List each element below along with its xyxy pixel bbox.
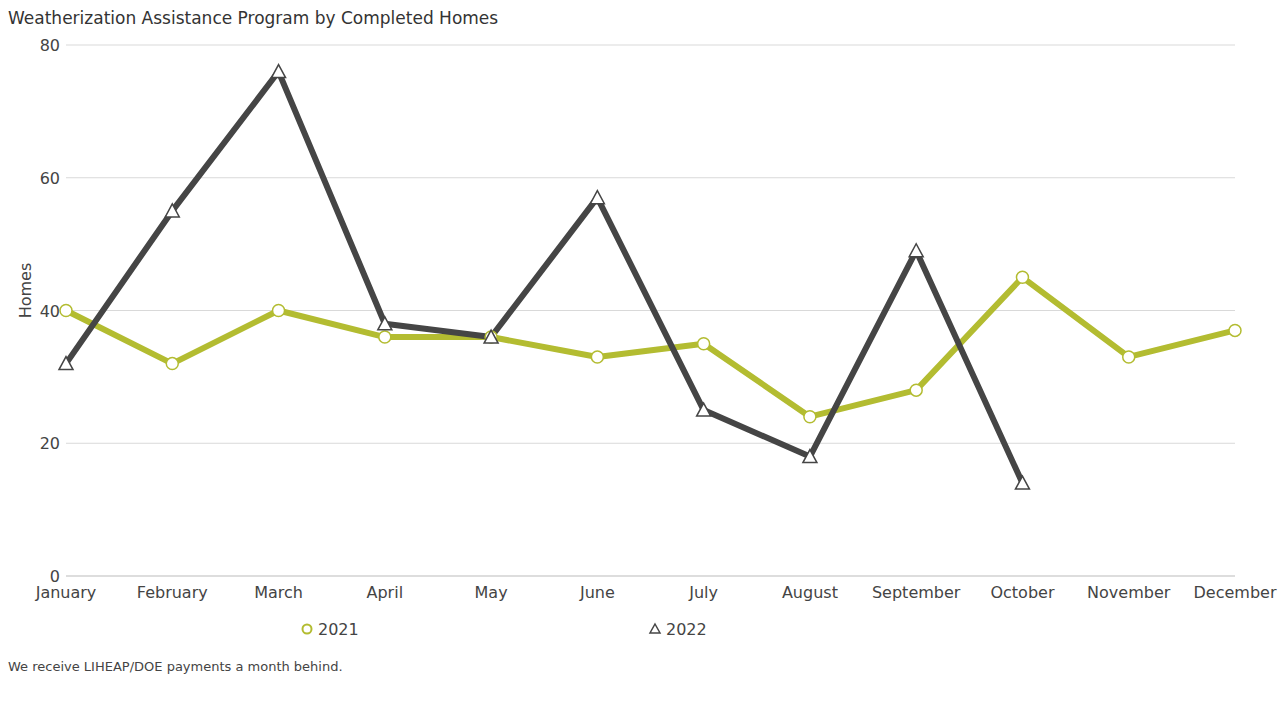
marker [591, 351, 603, 363]
marker [803, 450, 817, 463]
marker [379, 331, 391, 343]
marker [59, 357, 73, 370]
footnote: We receive LIHEAP/DOE payments a month b… [8, 659, 343, 674]
legend-label: 2021 [318, 620, 359, 639]
marker [1229, 324, 1241, 336]
marker [1123, 351, 1135, 363]
grid-line [66, 177, 1235, 178]
marker [272, 65, 286, 78]
marker [590, 191, 604, 204]
y-tick-label: 20 [40, 434, 60, 453]
marker [1016, 271, 1028, 283]
marker [804, 411, 816, 423]
x-tick-label: June [579, 583, 615, 602]
x-tick-label: August [782, 583, 838, 602]
marker [698, 338, 710, 350]
y-tick-label: 80 [40, 36, 60, 55]
marker [910, 384, 922, 396]
marker [485, 331, 497, 343]
y-tick-label: 40 [40, 302, 60, 321]
marker [165, 204, 179, 217]
y-axis-label: Homes [16, 263, 35, 319]
marker [166, 358, 178, 370]
marker [697, 403, 711, 416]
marker [60, 305, 72, 317]
x-tick-label: April [367, 583, 404, 602]
legend-marker [650, 624, 660, 633]
x-tick-label: November [1087, 583, 1171, 602]
y-tick-label: 60 [40, 169, 60, 188]
x-tick-label: March [254, 583, 303, 602]
x-tick-label: February [137, 583, 208, 602]
x-tick-label: July [688, 583, 718, 602]
x-tick-label: September [872, 583, 961, 602]
grid-line [66, 443, 1235, 444]
grid-line [66, 45, 1235, 46]
marker [273, 305, 285, 317]
x-tick-label: October [990, 583, 1054, 602]
marker [484, 330, 498, 343]
legend-label: 2022 [666, 620, 707, 639]
x-tick-label: December [1194, 583, 1277, 602]
title: Weatherization Assistance Program by Com… [8, 8, 498, 28]
plot-area [59, 65, 1241, 490]
series-line [66, 72, 1022, 484]
x-tick-label: May [475, 583, 508, 602]
marker [378, 317, 392, 330]
marker [909, 244, 923, 257]
marker [1015, 476, 1029, 489]
x-tick-label: January [35, 583, 97, 602]
grid-line [66, 576, 1235, 577]
legend-marker [303, 625, 312, 634]
chart: Weatherization Assistance Program by Com… [0, 0, 1285, 727]
